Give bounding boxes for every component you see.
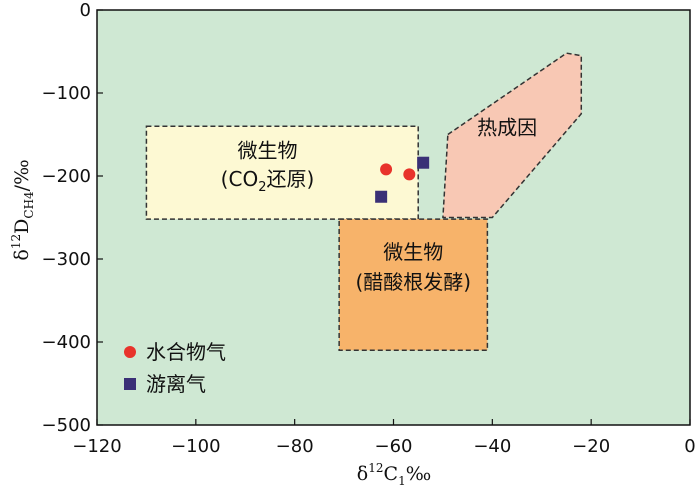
region-label-microbial-co2-reduction: 微生物 xyxy=(237,139,297,163)
region-label-microbial-acetate-fermentation: 微生物 xyxy=(383,240,443,264)
x-tick-label: −80 xyxy=(276,436,314,457)
x-axis-label: δ12C1‰ xyxy=(357,461,431,488)
x-tick-label: 0 xyxy=(684,436,695,457)
data-point-series1-0 xyxy=(417,156,430,169)
y-tick-label: −400 xyxy=(42,332,91,353)
region-label-thermogenic: 热成因 xyxy=(477,116,537,140)
regions-group: 微生物 (CO2还原) 微生物 (醋酸根发酵) 热成因 xyxy=(145,52,583,352)
axes-group: −120 −100 −80 −60 −40 −20 00−100−200−300−400−5… xyxy=(42,0,696,457)
x-tick-label: −100 xyxy=(171,436,220,457)
points-group xyxy=(375,156,430,203)
legend-label: 游离气 xyxy=(146,372,206,396)
legend-label: 水合物气 xyxy=(146,340,226,364)
data-point-series0-0 xyxy=(380,163,393,176)
y-tick-label: −100 xyxy=(42,83,91,104)
region-microbial-acetate-fermentation xyxy=(338,218,489,352)
region-sublabel-microbial-co2-reduction: (CO2还原) xyxy=(221,167,315,195)
data-point-series1-1 xyxy=(375,190,388,203)
region-sublabel-microbial-acetate-fermentation: (醋酸根发酵) xyxy=(355,270,471,294)
y-tick-label: −300 xyxy=(42,249,91,270)
data-point-series0-1 xyxy=(403,168,416,181)
region-thermogenic xyxy=(442,52,583,219)
legend-marker-hydrate xyxy=(124,346,136,358)
x-tick-label: −120 xyxy=(72,436,121,457)
y-tick-label: −200 xyxy=(42,166,91,187)
x-tick-label: −60 xyxy=(375,436,413,457)
y-axis-label: δ12DCH4/‰ xyxy=(9,159,36,260)
y-tick-label: −500 xyxy=(42,415,91,436)
x-tick-label: −40 xyxy=(473,436,511,457)
y-tick-label: 0 xyxy=(80,0,91,21)
x-tick-label: −20 xyxy=(572,436,610,457)
legend-marker-free xyxy=(124,378,136,390)
